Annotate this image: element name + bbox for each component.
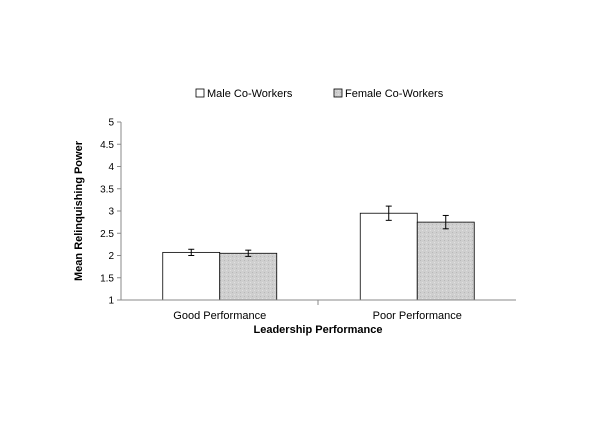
y-tick-label: 3.5 [100, 184, 114, 195]
y-tick-label: 5 [108, 118, 114, 129]
error-bars [188, 205, 449, 257]
legend: Male Co-Workers Female Co-Workers [195, 88, 444, 100]
error-bar [245, 249, 252, 257]
legend-swatch-male [195, 88, 205, 98]
y-tick-label: 2.5 [100, 229, 114, 240]
legend-label-female: Female Co-Workers [345, 88, 444, 100]
legend-label-male: Male Co-Workers [207, 88, 293, 100]
y-axis-ticks: 1 1.5 2 2.5 3 3.5 4 4.5 5 [100, 118, 121, 307]
y-tick-label: 1.5 [100, 273, 114, 284]
bar-male-good [162, 251, 221, 301]
bar-male-poor [359, 212, 418, 301]
y-tick-label: 2 [108, 251, 114, 262]
bars [162, 212, 475, 301]
x-category-label: Poor Performance [373, 310, 462, 322]
error-bar [188, 248, 195, 256]
error-bar [385, 205, 392, 221]
x-axis-title: Leadership Performance [254, 324, 383, 336]
y-tick-label: 3 [108, 207, 114, 218]
y-axis-title: Mean Relinquishing Power [73, 140, 85, 281]
legend-swatch-female [333, 88, 343, 98]
bar-female-good [219, 252, 278, 301]
y-tick-label: 4 [108, 162, 114, 173]
y-tick-label: 4.5 [100, 140, 114, 151]
x-category-label: Good Performance [173, 310, 266, 322]
error-bar [442, 214, 449, 230]
bar-female-poor [416, 221, 475, 301]
category-labels: Good Performance Poor Performance [173, 310, 462, 322]
y-tick-label: 1 [108, 296, 114, 307]
